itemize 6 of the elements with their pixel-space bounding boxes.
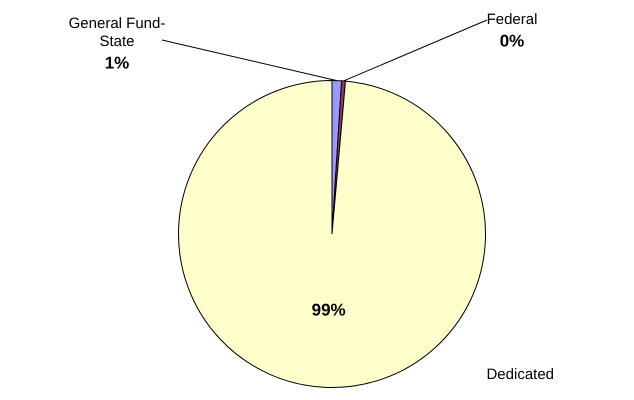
data-label: 1% (104, 54, 130, 73)
slice-label: Federal (486, 11, 538, 28)
slice-label: General Fund-State (68, 15, 166, 50)
data-label: 0% (500, 32, 524, 51)
data-label: 99% (312, 300, 346, 320)
slice-label: Dedicated (486, 366, 554, 384)
